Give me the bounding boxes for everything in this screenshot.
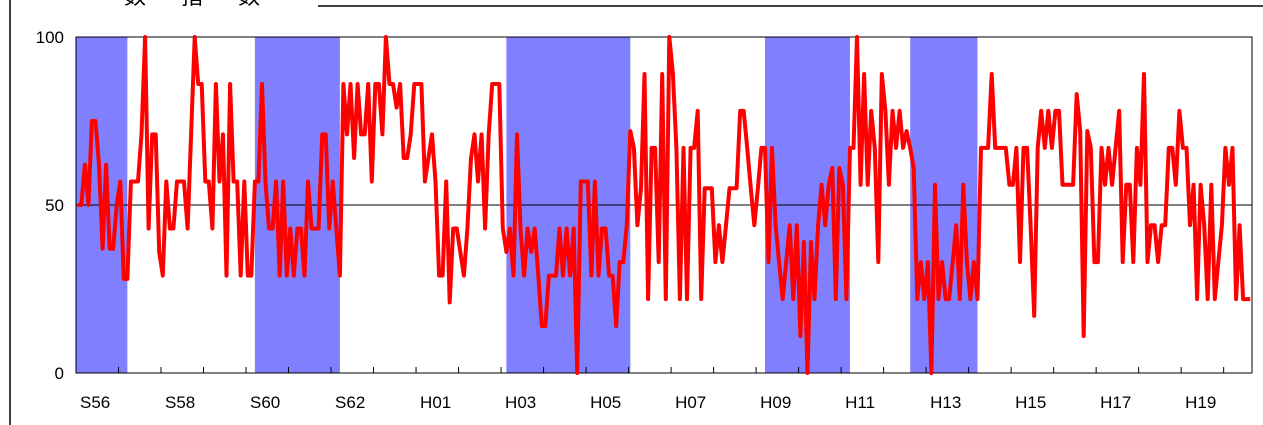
x-tick-label: S62: [335, 393, 365, 412]
x-axis: S56 S58 S60 S62 H01 H03 H05 H07 H09 H11 H13 H15 H17 H…: [75, 367, 1225, 412]
x-tick-label: H09: [760, 393, 791, 412]
x-tick-label: H03: [505, 393, 536, 412]
x-tick-label: S60: [250, 393, 280, 412]
series-line-group: [77, 35, 1251, 375]
x-tick-label: H07: [675, 393, 706, 412]
y-axis: 0 50 100: [36, 28, 64, 383]
x-tick-label: S58: [165, 393, 195, 412]
y-tick-label: 100: [36, 28, 64, 47]
x-tick-label: H11: [845, 393, 875, 412]
y-tick-label: 0: [55, 364, 64, 383]
chart-title: 数 指 数: [124, 0, 274, 10]
x-tick-label: H01: [420, 393, 451, 412]
series-line: [77, 35, 1251, 375]
y-tick-label: 50: [45, 196, 64, 215]
x-tick-label: H15: [1015, 393, 1046, 412]
x-tick-label: S56: [80, 393, 110, 412]
x-tick-label: H19: [1185, 393, 1216, 412]
x-tick-label: H05: [590, 393, 621, 412]
x-tick-label: H17: [1100, 393, 1131, 412]
x-tick-label: H13: [930, 393, 961, 412]
